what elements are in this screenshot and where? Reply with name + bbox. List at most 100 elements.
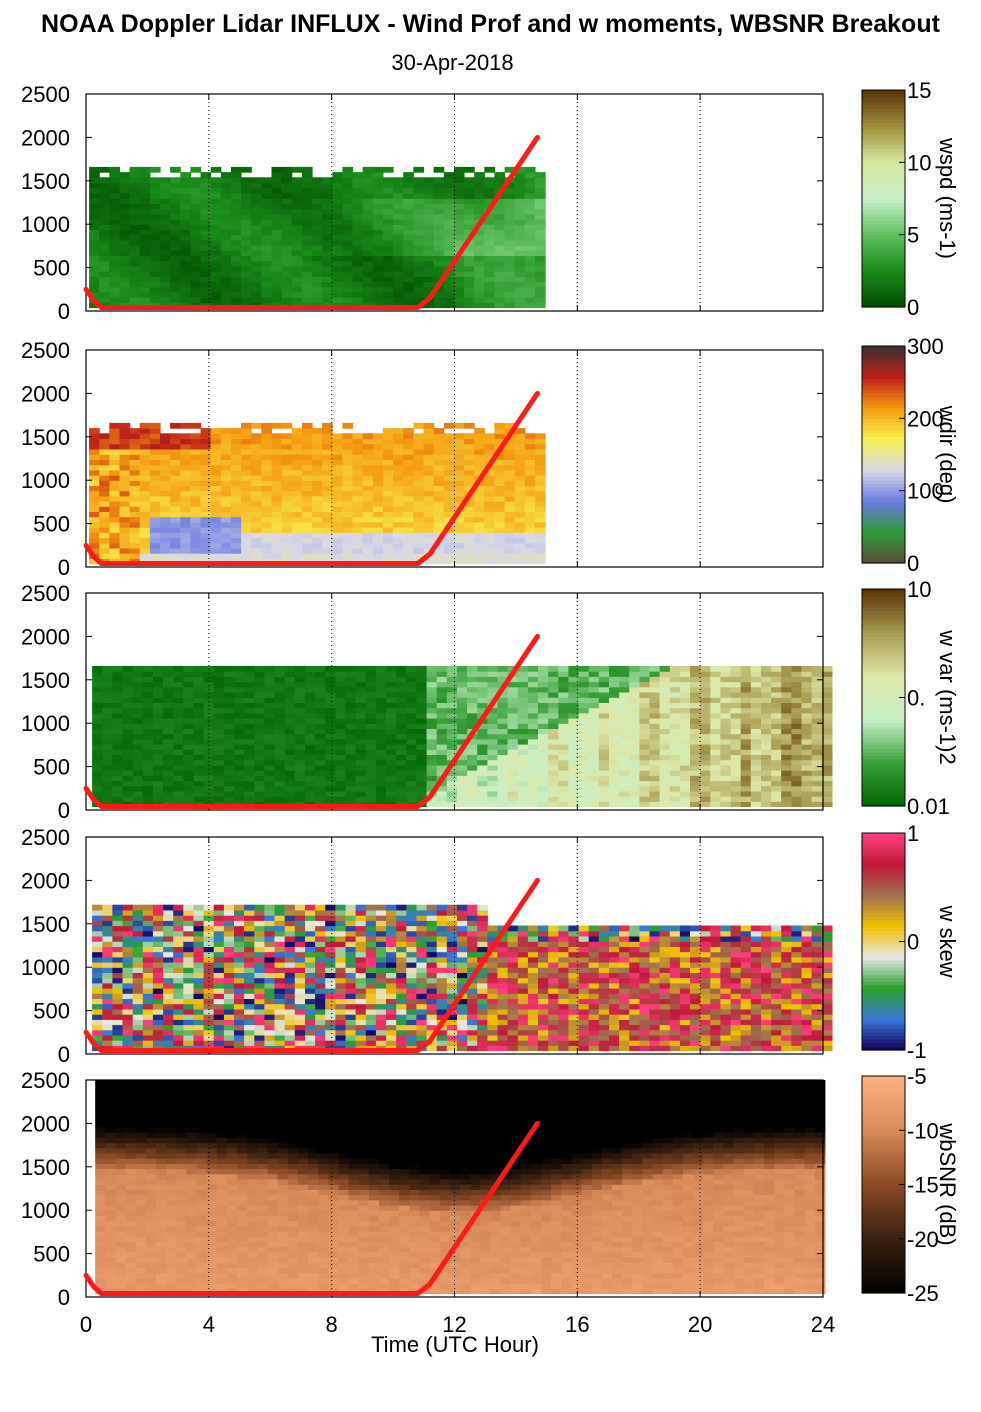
heatmap-cell: [396, 780, 407, 787]
heatmap-cell: [281, 234, 293, 241]
heatmap-cell: [281, 542, 293, 549]
heatmap-cell: [274, 785, 286, 792]
heatmap-cell: [244, 718, 255, 724]
heatmap-cell: [504, 547, 516, 554]
heatmap-cell: [132, 920, 144, 927]
heatmap-cell: [426, 707, 438, 714]
heatmap-cell: [119, 511, 131, 518]
heatmap-cell: [332, 187, 343, 194]
heatmap-cell: [92, 967, 103, 973]
heatmap-cell: [426, 718, 438, 724]
heatmap-cell: [163, 744, 174, 750]
heatmap-cell: [382, 542, 394, 549]
heatmap-cell: [122, 733, 134, 740]
colorbar-segment: [862, 737, 905, 742]
heatmap-cell: [335, 744, 347, 750]
heatmap-cell: [335, 665, 347, 672]
heatmap-cell: [342, 250, 354, 256]
heatmap-cell: [524, 260, 536, 267]
heatmap-cell: [457, 686, 468, 693]
heatmap-cell: [254, 718, 265, 724]
heatmap-cell: [183, 702, 194, 709]
heatmap-cell: [517, 744, 529, 750]
heatmap-cell: [393, 516, 404, 523]
heatmap-cell: [315, 692, 326, 698]
heatmap-cell: [362, 459, 374, 466]
heatmap-cell: [332, 229, 343, 236]
heatmap-cell: [535, 203, 546, 210]
heatmap-cell: [372, 255, 384, 262]
heatmap-cell: [659, 712, 671, 719]
heatmap-cell: [446, 733, 458, 740]
heatmap-cell: [173, 972, 184, 979]
heatmap-cell: [514, 302, 526, 309]
heatmap-cell: [568, 723, 580, 729]
heatmap-cell: [132, 707, 144, 714]
heatmap-cell: [109, 490, 120, 497]
heatmap-cell: [720, 759, 732, 766]
heatmap-cell: [160, 511, 171, 518]
heatmap-cell: [173, 733, 184, 740]
heatmap-cell: [223, 697, 235, 703]
heatmap-cell: [382, 198, 394, 204]
heatmap-cell: [453, 553, 465, 559]
heatmap-cell: [494, 495, 506, 502]
heatmap-cell: [609, 738, 620, 745]
heatmap-cell: [160, 297, 171, 303]
heatmap-cell: [223, 665, 235, 672]
heatmap-cell: [487, 796, 499, 802]
heatmap-cell: [598, 723, 610, 729]
heatmap-cell: [345, 723, 357, 729]
heatmap-cell: [180, 443, 191, 450]
heatmap-cell: [322, 542, 333, 549]
heatmap-cell: [149, 501, 161, 507]
heatmap-cell: [312, 193, 323, 199]
heatmap-cell: [139, 234, 151, 241]
heatmap-cell: [220, 495, 232, 502]
heatmap-cell: [464, 511, 475, 518]
heatmap-cell: [173, 920, 184, 927]
heatmap-cell: [386, 738, 397, 745]
heatmap-cell: [352, 260, 364, 267]
heatmap-cell: [457, 676, 468, 683]
heatmap-cell: [609, 764, 620, 771]
heatmap-cell: [527, 723, 539, 729]
heatmap-cell: [474, 297, 485, 303]
heatmap-cell: [180, 547, 191, 554]
heatmap-cell: [149, 485, 161, 492]
colorbar-label: w var (ms-1)2: [935, 629, 960, 764]
heatmap-cell: [730, 775, 742, 782]
heatmap-cell: [281, 193, 293, 199]
heatmap-cell: [426, 671, 438, 677]
heatmap-cell: [163, 1024, 174, 1031]
heatmap-cell: [342, 449, 354, 455]
heatmap-cell: [230, 433, 242, 440]
heatmap-cell: [213, 764, 225, 771]
heatmap-cell: [322, 516, 333, 523]
heatmap-cell: [180, 459, 191, 466]
heatmap-cell: [588, 780, 600, 787]
heatmap-cell: [517, 697, 529, 703]
heatmap-cell: [474, 234, 485, 241]
heatmap-cell: [436, 759, 448, 766]
heatmap-cell: [325, 754, 336, 761]
heatmap-cell: [251, 187, 262, 194]
colorbar-segment: [862, 537, 905, 542]
heatmap-cell: [281, 286, 293, 293]
colorbar-segment: [862, 349, 905, 354]
heatmap-cell: [203, 744, 215, 750]
heatmap-cell: [538, 780, 549, 787]
heatmap-cell: [548, 770, 559, 776]
heatmap-cell: [294, 686, 306, 693]
heatmap-cell: [305, 665, 316, 672]
heatmap-cell: [801, 707, 813, 714]
heatmap-cell: [281, 485, 293, 492]
heatmap-cell: [474, 537, 485, 544]
heatmap-cell: [322, 443, 333, 450]
heatmap-cell: [433, 428, 445, 434]
heatmap-cell: [720, 692, 732, 698]
heatmap-cell: [791, 754, 803, 761]
heatmap-cell: [149, 449, 161, 455]
heatmap-cell: [315, 775, 326, 782]
heatmap-cell: [558, 702, 569, 709]
